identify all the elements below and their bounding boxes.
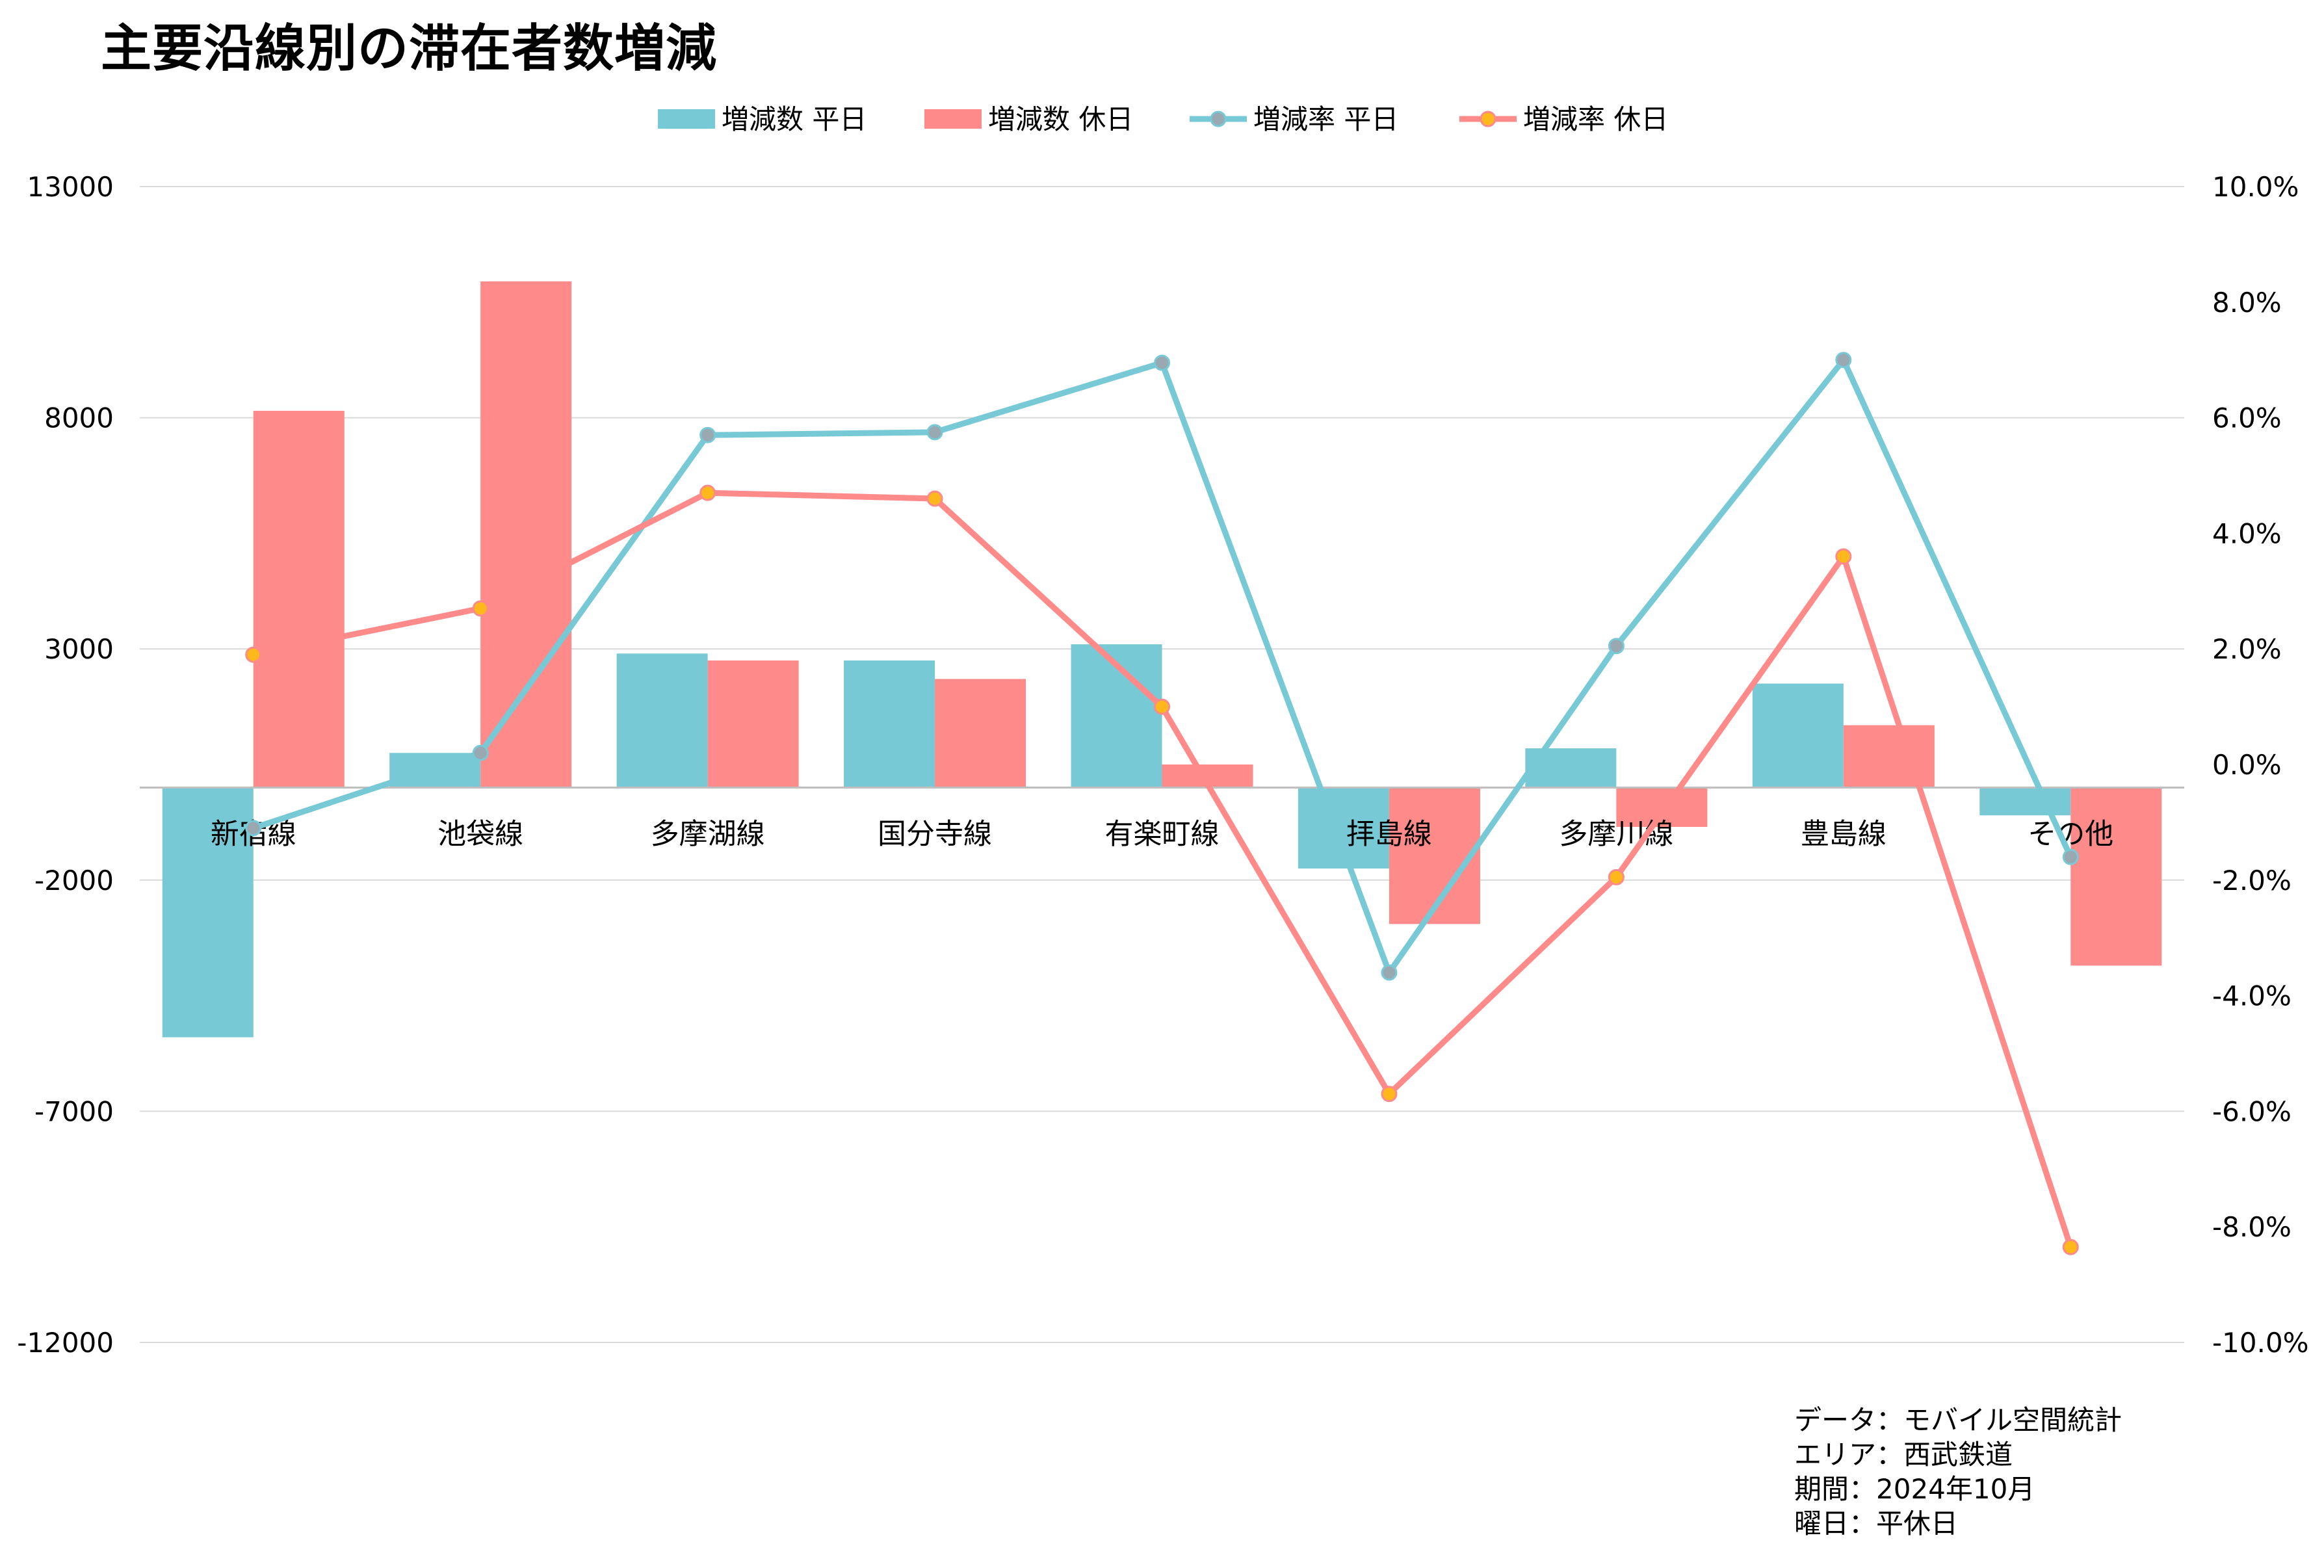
chart-title: 主要沿線別の滞在者数増減 xyxy=(101,20,718,78)
point-holiday-rate xyxy=(1835,548,1852,565)
category-label: 池袋線 xyxy=(437,818,523,851)
point-holiday-rate xyxy=(245,646,262,663)
footnote-day-type: 曜日：平休日 xyxy=(1794,1508,1959,1539)
right-axis-tick: 8.0% xyxy=(2212,287,2282,319)
point-weekday-rate xyxy=(699,426,716,443)
bar-weekday xyxy=(844,660,935,788)
point-holiday-rate xyxy=(2062,1238,2079,1255)
footnotes: データ：モバイル空間統計 エリア：西武鉄道 期間：2024年10月 曜日：平休日 xyxy=(1794,1403,2122,1541)
point-weekday-rate xyxy=(1154,354,1170,371)
point-weekday-rate xyxy=(1608,638,1625,655)
bar-holiday xyxy=(1843,725,1935,788)
right-axis-tick: 2.0% xyxy=(2212,633,2282,665)
legend-label: 増減数 平日 xyxy=(722,103,867,135)
point-weekday-rate xyxy=(472,744,489,761)
left-axis-tick: -7000 xyxy=(34,1095,114,1127)
legend-label: 増減率 平日 xyxy=(1253,103,1398,135)
right-axis-tick: 0.0% xyxy=(2212,749,2282,781)
category-label: その他 xyxy=(2028,818,2113,851)
legend-marker xyxy=(1210,111,1227,127)
footnote-period: 期間：2024年10月 xyxy=(1794,1473,2035,1505)
bar-holiday xyxy=(707,660,799,788)
footnote-area: エリア：西武鉄道 xyxy=(1794,1439,2013,1470)
right-axis-tick: -8.0% xyxy=(2212,1211,2291,1243)
left-axis-tick: 13000 xyxy=(27,171,114,203)
category-label: 豊島線 xyxy=(1801,818,1887,851)
legend-label: 増減数 休日 xyxy=(988,103,1133,135)
line-series xyxy=(245,352,2079,1255)
point-weekday-rate xyxy=(245,820,262,837)
left-axis-tick: 8000 xyxy=(44,402,114,434)
bar-series xyxy=(162,281,2162,1038)
category-label: 多摩湖線 xyxy=(651,818,765,851)
legend: 増減数 平日 増減数 休日 増減率 平日 増減率 休日 xyxy=(658,103,1668,135)
legend-label: 増減率 休日 xyxy=(1523,103,1668,135)
bar-weekday xyxy=(1752,683,1844,788)
footnote-data-source: データ：モバイル空間統計 xyxy=(1794,1404,2122,1436)
right-axis-tick: 4.0% xyxy=(2212,517,2282,549)
point-holiday-rate xyxy=(1154,698,1170,715)
point-holiday-rate xyxy=(1608,869,1625,885)
right-axis-tick: -4.0% xyxy=(2212,980,2291,1012)
point-weekday-rate xyxy=(926,424,943,441)
right-axis-tick: 6.0% xyxy=(2212,402,2282,434)
bar-holiday xyxy=(935,679,1026,788)
point-holiday-rate xyxy=(926,490,943,507)
point-holiday-rate xyxy=(472,600,489,617)
legend-swatch xyxy=(658,109,715,129)
bar-weekday xyxy=(616,653,708,788)
category-labels: 新宿線池袋線多摩湖線国分寺線有楽町線拝島線多摩川線豊島線その他 xyxy=(211,818,2114,851)
bar-holiday xyxy=(2070,787,2162,966)
category-label: 拝島線 xyxy=(1346,818,1432,851)
right-axis-tick: -6.0% xyxy=(2212,1095,2291,1127)
bar-holiday xyxy=(1389,787,1480,924)
right-axis-tick: -10.0% xyxy=(2212,1327,2309,1359)
point-holiday-rate xyxy=(699,484,716,501)
category-label: 有楽町線 xyxy=(1105,818,1220,851)
left-axis-tick: 3000 xyxy=(44,633,114,665)
left-axis-tick: -2000 xyxy=(34,865,114,896)
right-axis-tick: -2.0% xyxy=(2212,865,2291,896)
right-axis-tick: 10.0% xyxy=(2212,171,2299,203)
bar-weekday xyxy=(1979,787,2071,816)
left-axis-ticks: 13000 8000 3000 -2000 -7000 -12000 xyxy=(17,171,114,1359)
point-holiday-rate xyxy=(1381,1086,1398,1103)
legend-marker xyxy=(1480,111,1496,127)
point-weekday-rate xyxy=(1835,352,1852,369)
category-label: 国分寺線 xyxy=(878,818,992,851)
bar-holiday xyxy=(1616,787,1708,828)
left-axis-tick: -12000 xyxy=(17,1327,114,1359)
right-axis-ticks: 10.0% 8.0% 6.0% 4.0% 2.0% 0.0% -2.0% -4.0% -6.0%… xyxy=(2212,171,2309,1359)
bar-weekday xyxy=(162,787,254,1038)
bar-holiday xyxy=(480,281,572,788)
point-weekday-rate xyxy=(2062,848,2079,865)
legend-swatch xyxy=(924,109,982,129)
bar-holiday xyxy=(253,410,345,788)
point-weekday-rate xyxy=(1381,964,1398,981)
